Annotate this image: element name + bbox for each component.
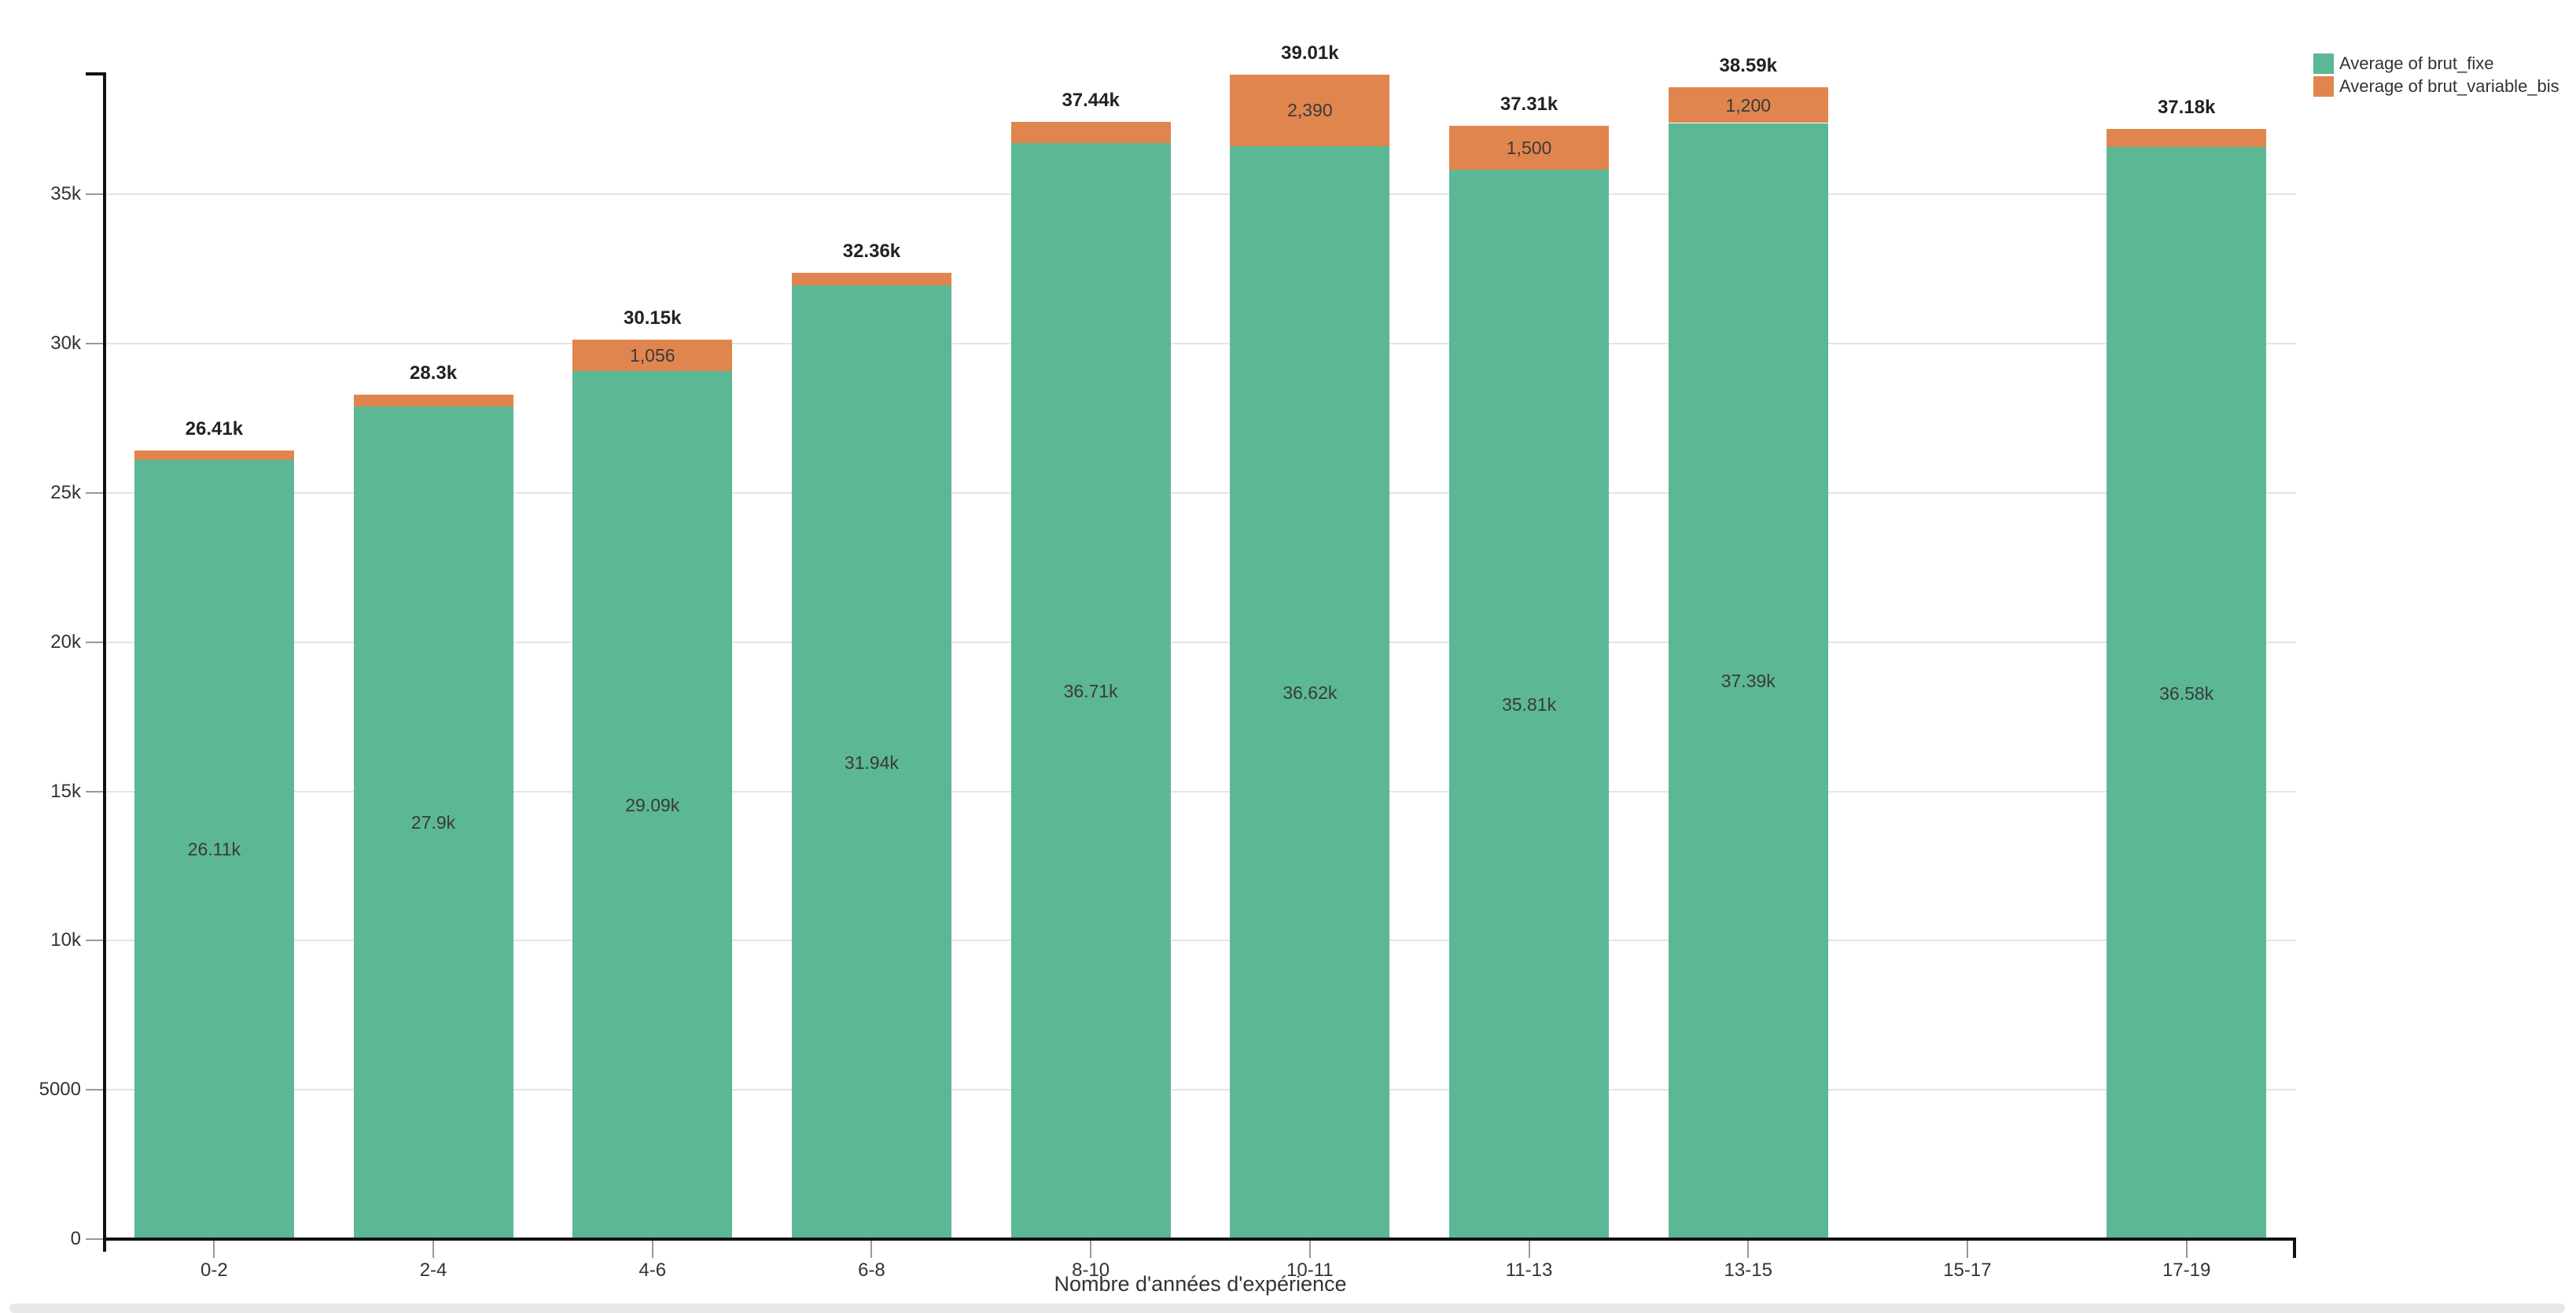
bar-segment-brut-fixe[interactable] <box>1668 123 1828 1239</box>
y-axis-tick <box>86 1089 103 1091</box>
bar-segment-brut-fixe[interactable] <box>1449 170 1610 1239</box>
x-axis-line <box>103 1238 2296 1241</box>
x-axis-tick-label: 11-13 <box>1505 1260 1553 1281</box>
y-axis-tick-label: 20k <box>50 631 81 653</box>
x-axis-tick-label: 6-8 <box>858 1260 885 1281</box>
x-axis-tick <box>651 1241 653 1258</box>
bar-segment-brut-variable-bis[interactable] <box>1010 121 1171 144</box>
bar-segment-brut-fixe[interactable] <box>572 370 733 1239</box>
bar-segment-brut-fixe[interactable] <box>1010 143 1171 1239</box>
legend-label: Average of brut_fixe <box>2339 53 2494 73</box>
horizontal-scrollbar[interactable] <box>9 1304 2565 1313</box>
bar-segment-brut-variable-bis[interactable] <box>791 273 951 286</box>
bar-segment-brut-variable-bis[interactable] <box>353 394 513 406</box>
x-axis-tick <box>1528 1241 1530 1258</box>
bar-segment-brut-fixe[interactable] <box>2107 147 2267 1239</box>
gridline <box>105 790 2296 793</box>
gridline <box>105 193 2296 196</box>
gridline <box>105 343 2296 345</box>
x-axis-tick-label: 4-6 <box>638 1260 667 1281</box>
bar-value-label-fixe: 37.39k <box>1720 671 1776 692</box>
bar-value-label-fixe: 36.71k <box>1063 681 1118 702</box>
y-axis-tick-label: 25k <box>50 481 81 503</box>
bar-value-label-variable: 2,390 <box>1287 100 1333 121</box>
bar-value-label-fixe: 29.09k <box>625 794 680 815</box>
y-axis-line <box>103 72 106 1252</box>
bar-segment-brut-fixe[interactable] <box>353 406 513 1239</box>
legend-swatch <box>2313 75 2334 97</box>
x-axis-end-cap <box>2293 1238 2296 1258</box>
bar-segment-brut-variable-bis[interactable] <box>2107 129 2267 148</box>
gridline <box>105 491 2296 494</box>
x-axis-tick-label: 15-17 <box>1943 1260 1992 1281</box>
x-axis-tick <box>213 1241 215 1258</box>
gridline <box>105 1089 2296 1091</box>
bar-value-label-fixe: 36.58k <box>2159 682 2214 704</box>
x-axis-tick <box>2185 1241 2188 1258</box>
y-axis-tick-label: 35k <box>50 183 81 205</box>
legend-item[interactable]: Average of brut_variable_bis <box>2313 75 2559 97</box>
legend: Average of brut_fixe Average of brut_vari… <box>2313 52 2559 97</box>
y-axis-tick <box>86 790 103 793</box>
y-axis-tick-label: 5000 <box>39 1079 81 1101</box>
bar-segment-brut-fixe[interactable] <box>1230 145 1390 1239</box>
bar-value-label-variable: 1,500 <box>1506 138 1552 158</box>
bar-total-label: 39.01k <box>1281 42 1339 64</box>
bar-value-label-fixe: 31.94k <box>844 752 899 773</box>
bar-segment-brut-variable-bis[interactable] <box>572 339 733 371</box>
bar-segment-brut-variable-bis[interactable] <box>134 451 294 460</box>
x-axis-tick <box>1090 1241 1092 1258</box>
legend-item[interactable]: Average of brut_fixe <box>2313 52 2559 75</box>
x-axis-tick <box>432 1241 435 1258</box>
x-axis-tick <box>870 1241 873 1258</box>
bar-segment-brut-fixe[interactable] <box>791 285 951 1239</box>
bar-value-label-fixe: 36.62k <box>1282 682 1338 703</box>
y-axis-end-cap <box>86 72 106 75</box>
gridline <box>105 641 2296 643</box>
bar-total-label: 38.59k <box>1719 54 1777 76</box>
bar-total-label: 32.36k <box>842 241 901 263</box>
y-axis-tick <box>86 940 103 942</box>
y-axis-tick <box>86 343 103 345</box>
x-axis-tick <box>1966 1241 1968 1258</box>
gridline <box>105 940 2296 942</box>
x-axis-title: Nombre d'années d'expérience <box>1054 1272 1347 1296</box>
bar-total-label: 26.41k <box>185 418 244 440</box>
y-axis-tick-label: 30k <box>50 333 81 355</box>
legend-label: Average of brut_variable_bis <box>2339 75 2559 96</box>
y-axis-tick <box>86 193 103 196</box>
legend-swatch <box>2313 53 2334 74</box>
bar-total-label: 37.44k <box>1062 89 1120 111</box>
y-axis-tick-label: 0 <box>70 1228 81 1249</box>
bar-value-label-fixe: 35.81k <box>1502 694 1557 715</box>
x-axis-tick-label: 10-11 <box>1286 1260 1334 1281</box>
x-axis-tick <box>1308 1241 1311 1258</box>
bar-value-label-fixe: 27.9k <box>410 812 456 833</box>
x-axis-tick-label: 13-15 <box>1724 1260 1772 1281</box>
bar-total-label: 30.15k <box>624 307 682 329</box>
x-axis-tick-label: 17-19 <box>2162 1260 2211 1281</box>
bar-segment-brut-variable-bis[interactable] <box>1668 86 1828 123</box>
y-axis-tick <box>86 1238 103 1240</box>
bar-segment-brut-fixe[interactable] <box>134 459 294 1239</box>
x-axis-tick <box>1747 1241 1750 1258</box>
y-axis-tick-label: 15k <box>50 780 81 802</box>
y-axis-tick-label: 10k <box>50 929 81 951</box>
bar-total-label: 28.3k <box>410 362 458 384</box>
y-axis-tick <box>86 641 103 643</box>
bar-total-label: 37.18k <box>2157 97 2216 119</box>
bar-value-label-variable: 1,200 <box>1725 94 1772 116</box>
x-axis-tick-label: 2-4 <box>419 1260 447 1281</box>
bar-segment-brut-variable-bis[interactable] <box>1449 125 1610 171</box>
bar-segment-brut-variable-bis[interactable] <box>1230 75 1390 146</box>
bar-value-label-fixe: 26.11k <box>187 839 241 860</box>
bar-value-label-variable: 1,056 <box>629 344 675 366</box>
bar-total-label: 37.31k <box>1500 93 1558 115</box>
x-axis-tick-label: 8-10 <box>1072 1260 1110 1281</box>
y-axis-tick <box>86 491 103 494</box>
x-axis-tick-label: 0-2 <box>201 1260 228 1281</box>
